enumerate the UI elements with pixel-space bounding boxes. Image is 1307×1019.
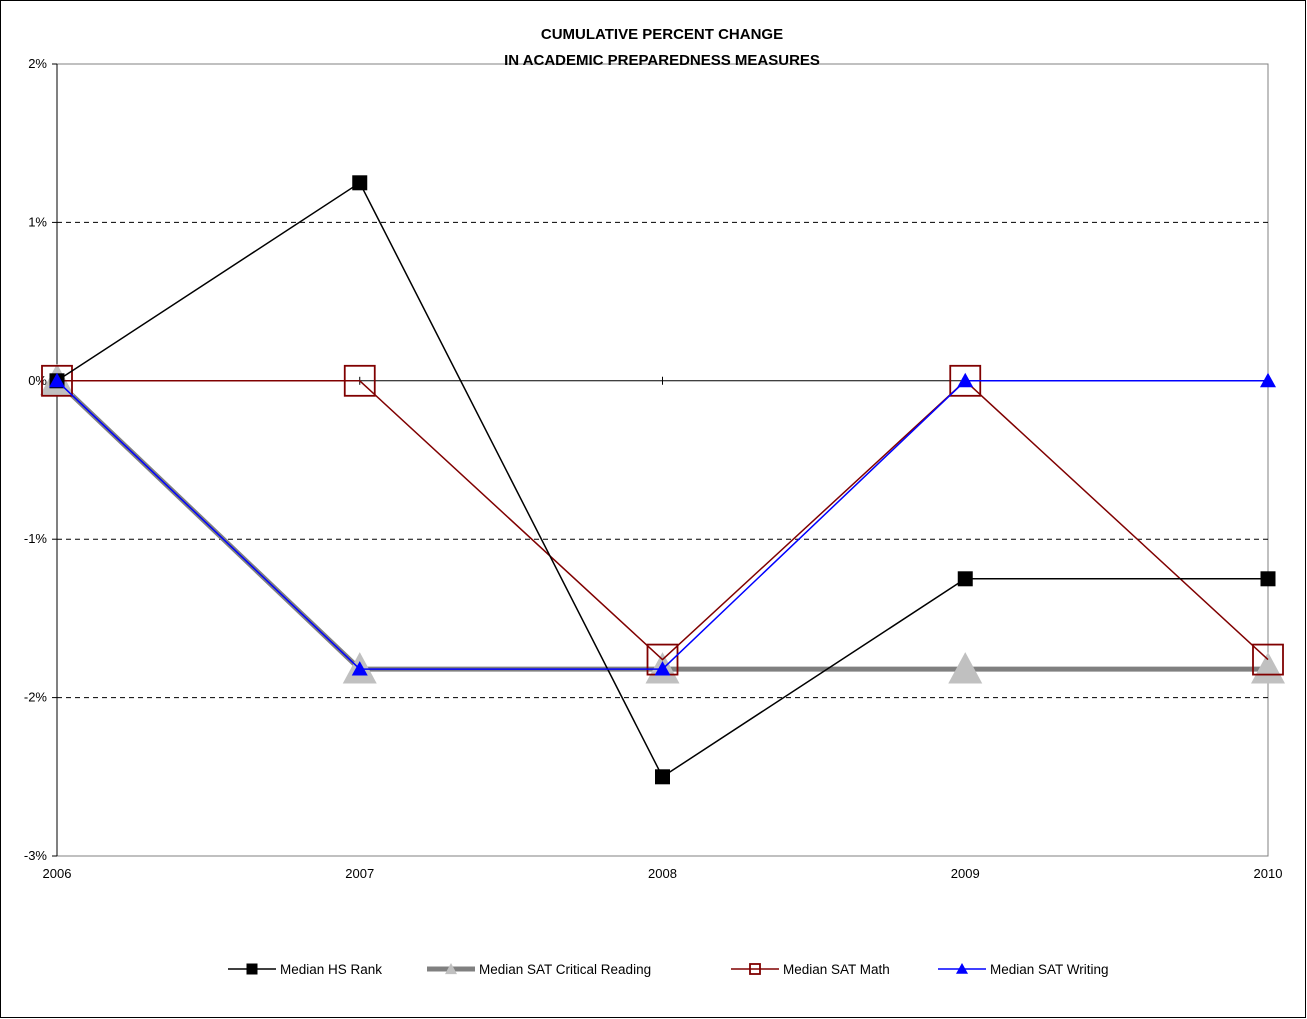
- data-point-square: [246, 963, 258, 975]
- legend-item-median-sat-writing: Median SAT Writing: [938, 962, 1109, 977]
- data-point-square: [655, 769, 670, 785]
- legend-label: Median SAT Critical Reading: [479, 962, 651, 977]
- legend-item-median-sat-critical-reading: Median SAT Critical Reading: [427, 962, 651, 977]
- legend-label: Median SAT Math: [783, 962, 890, 977]
- series-line: [57, 379, 1269, 661]
- legend-item-median-sat-math: Median SAT Math: [731, 962, 890, 977]
- chart-title-line-2: IN ACADEMIC PREPAREDNESS MEASURES: [504, 52, 820, 69]
- data-point-square-hollow: [343, 364, 376, 397]
- legend-item-median-hs-rank: Median HS Rank: [228, 962, 382, 977]
- legend-label: Median SAT Writing: [990, 962, 1109, 977]
- gridlines: [57, 221, 1268, 699]
- y-tick-label: -1%: [24, 531, 48, 546]
- x-tick-label: 2010: [1254, 866, 1283, 881]
- y-tick-label: 1%: [28, 214, 47, 229]
- data-point-triangle: [654, 661, 671, 676]
- y-tick-label: -3%: [24, 848, 48, 863]
- legend: Median HS Rank Median SAT Critical Readin…: [228, 962, 1109, 977]
- x-tick-label: 2006: [43, 866, 72, 881]
- data-point-triangle: [351, 661, 368, 676]
- y-tick-label: 0%: [28, 373, 47, 388]
- series-median-sat-writing: [49, 372, 1276, 676]
- x-tick-label: 2008: [648, 866, 677, 881]
- data-point-square: [352, 175, 368, 191]
- data-point-triangle: [956, 963, 968, 974]
- series-median-hs-rank: [49, 175, 1276, 785]
- data-point-triangle: [1260, 372, 1276, 388]
- x-tick-label: 2007: [345, 866, 374, 881]
- data-point-square: [957, 571, 973, 587]
- data-point-triangle-large: [1251, 652, 1285, 684]
- x-tick-label: 2009: [951, 866, 980, 881]
- chart-title: CUMULATIVE PERCENT CHANGE IN ACADEMIC PR…: [504, 26, 820, 69]
- data-point-triangle: [957, 372, 974, 388]
- y-tick-label: -2%: [24, 690, 48, 705]
- data-point-square: [1260, 571, 1276, 587]
- chart-title-line-1: CUMULATIVE PERCENT CHANGE: [541, 26, 783, 43]
- data-point-square-hollow: [749, 963, 761, 975]
- legend-label: Median HS Rank: [280, 962, 382, 977]
- plot-area: [56, 63, 1269, 857]
- data-point-square-hollow: [1252, 643, 1284, 676]
- y-tick-label: 2%: [28, 56, 47, 71]
- series-group: [40, 175, 1285, 785]
- data-point-triangle-large: [445, 963, 457, 975]
- data-point-triangle: [49, 372, 65, 388]
- data-point-triangle-large: [948, 652, 983, 684]
- data-point-square-hollow: [41, 364, 73, 397]
